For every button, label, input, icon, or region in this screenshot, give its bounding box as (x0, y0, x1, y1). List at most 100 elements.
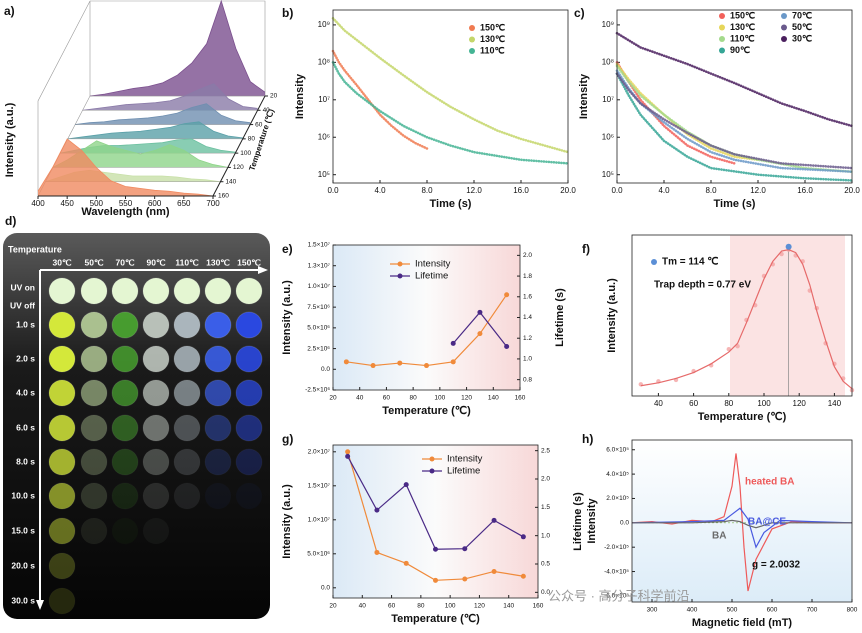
sample-photo (204, 414, 232, 442)
z-tick-label: 160 (218, 193, 229, 200)
data-line (615, 31, 854, 128)
sample-photo (235, 311, 263, 339)
sample-photo (80, 448, 108, 476)
data-marker (520, 534, 526, 540)
sample-photo (48, 517, 76, 545)
legend-label: 110℃ (730, 33, 755, 43)
legend-marker (781, 24, 787, 31)
annotation: g = 2.0032 (752, 560, 801, 571)
spectrum-fill (75, 103, 251, 125)
data-marker (477, 331, 483, 337)
row-label: UV off (10, 300, 35, 310)
x-tick-label: 4.0 (658, 186, 670, 195)
y2-axis-label: Lifetime (s) (572, 492, 584, 551)
y-tick-label: 10⁸ (602, 57, 614, 66)
sample-photo (111, 414, 139, 442)
panel-label: h) (582, 432, 593, 446)
y-tick-label: 10⁹ (318, 20, 330, 29)
y-axis-label: Intensity (a.u.) (4, 102, 16, 177)
sample-photo (49, 588, 75, 614)
z-tick-label: 120 (233, 164, 244, 171)
data-marker (403, 560, 409, 566)
legend-marker (719, 47, 725, 54)
spectrum (75, 103, 251, 125)
legend-label: Intensity (415, 259, 451, 270)
y2-tick-label: 0.0 (541, 589, 550, 596)
legend-label: Lifetime (415, 271, 448, 282)
y-axis-label: Intensity (578, 73, 590, 119)
y-tick-label: 10⁸ (318, 57, 330, 66)
data-marker (397, 360, 403, 366)
x-axis-label: Magnetic field (mT) (692, 617, 793, 629)
y2-tick-label: 2.0 (541, 476, 550, 483)
sample-photo (235, 345, 263, 373)
spectrum-fill (90, 1, 265, 96)
data-marker (450, 359, 456, 365)
grid-title: Temperature (8, 244, 62, 254)
sample-photo (80, 311, 108, 339)
y2-tick-label: 0.8 (523, 376, 532, 383)
data-marker (345, 453, 351, 459)
y2-tick-label: 1.8 (523, 273, 532, 280)
legend-label: Intensity (447, 454, 483, 465)
x-tick-label: 40 (359, 603, 367, 610)
column-label: 90℃ (146, 257, 165, 267)
x-tick-label: 40 (654, 399, 663, 408)
y-axis-label: Intensity (586, 498, 598, 544)
x-tick-label: 4.0 (374, 186, 386, 195)
x-tick-label: 140 (488, 395, 499, 402)
x-tick-label: 80 (417, 603, 425, 610)
legend-marker (469, 25, 475, 31)
x-tick-label: 100 (434, 395, 445, 402)
sample-photo (48, 482, 76, 510)
y2-tick-label: 1.2 (523, 335, 532, 342)
sample-photo (143, 518, 169, 544)
arrow-head (258, 266, 268, 274)
legend-label: 110℃ (480, 45, 505, 55)
row-label: 30.0 s (11, 595, 35, 605)
data-marker (433, 546, 438, 552)
row-label: 8.0 s (16, 456, 35, 466)
column-label: 150℃ (237, 257, 261, 267)
data-line (331, 49, 429, 150)
y-tick-label: 1.3×10⁷ (308, 262, 331, 269)
x-tick-label: 120 (461, 395, 472, 402)
plot-frame (332, 9, 569, 184)
sample-photo (173, 345, 201, 373)
legend-label: 70℃ (792, 10, 812, 20)
column-label: 110℃ (175, 257, 199, 267)
peak-marker (785, 243, 792, 250)
x-tick-label: 600 (148, 199, 162, 208)
data-marker (374, 507, 380, 513)
sample-photo (204, 345, 232, 373)
plot-frame (616, 9, 853, 184)
x-tick-label: 12.0 (466, 186, 482, 195)
sample-photo (111, 311, 139, 339)
data-line (640, 249, 853, 390)
y-axis-label: Intensity (a.u.) (281, 280, 293, 355)
sample-photo (80, 277, 108, 305)
z-tick-label: 40 (263, 107, 271, 114)
x-tick-label: 500 (727, 607, 738, 614)
x-tick-label: 16.0 (797, 186, 813, 195)
row-label: 15.0 s (11, 525, 35, 535)
data-line (615, 72, 854, 182)
legend-marker (719, 36, 725, 42)
legend-label: 50℃ (792, 22, 812, 32)
y2-tick-label: 2.5 (541, 447, 550, 454)
row-label: 2.0 s (16, 353, 35, 363)
data-line (615, 72, 854, 170)
x-tick-label: 600 (767, 607, 778, 614)
x-tick-label: 20.0 (560, 186, 576, 195)
plot-frame (332, 244, 521, 391)
sample-photo (81, 483, 107, 509)
column-label: 70℃ (115, 257, 134, 267)
y-tick-label: -2.5×10⁶ (305, 387, 330, 394)
series-label: BA@CE (748, 517, 786, 528)
data-marker (504, 344, 510, 349)
sample-photo (80, 379, 108, 407)
y-tick-label: 0.0 (620, 520, 629, 527)
column-label: 50℃ (84, 257, 103, 267)
panel-label: b) (282, 6, 293, 20)
y2-tick-label: 1.6 (523, 294, 532, 301)
